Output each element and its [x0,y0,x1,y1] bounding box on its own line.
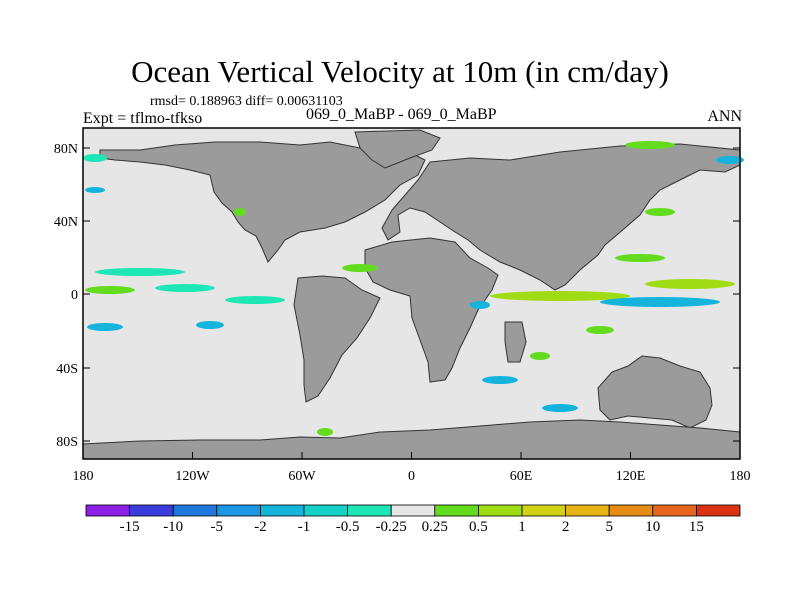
anomaly-contour [317,428,333,436]
colorbar-label: -15 [120,519,140,535]
colorbar: -15 -10 -5 -2 -1 -0.5 -0.25 0.25 0.5 1 2 5 10 15 [85,504,741,535]
case-label: 069_0_MaBP - 069_0_MaBP [306,106,497,123]
colorbar-label: -0.25 [376,519,407,535]
colorbar-label: 0.25 [422,519,448,535]
colorbar-label: 0.5 [469,519,488,535]
x-tick-label: 60E [510,469,533,484]
colorbar-label: -5 [211,519,224,535]
colorbar-label: -10 [163,519,183,535]
colorbar-swatch [85,504,130,517]
colorbar-swatch [477,504,523,517]
colorbar-label: -0.5 [336,519,360,535]
anomaly-contours [83,141,744,436]
y-tick-label: 40N [54,215,78,230]
colorbar-label: 10 [645,519,660,535]
anomaly-contour [530,352,550,360]
colorbar-swatch [172,504,218,517]
anomaly-contour [155,284,215,292]
anomaly-contour [87,323,123,331]
anomaly-contour [95,268,185,276]
land-greenland [354,129,441,169]
anomaly-contour [225,296,285,304]
experiment-label: Expt = tflmo-tfkso [83,110,203,127]
x-tick-label: 0 [408,469,415,484]
anomaly-contour [85,286,135,294]
colorbar-label: 1 [518,519,526,535]
colorbar-swatch [303,504,348,517]
colorbar-label: 5 [605,519,613,535]
anomaly-contour [490,291,630,301]
y-tick-label: 80S [56,435,78,450]
colorbar-label: -2 [254,519,267,535]
x-tick-label: 60W [288,469,316,484]
x-axis: 180 120W 60W 0 60E 120E 180 [73,452,751,484]
anomaly-contour [470,301,490,309]
land-south-america [293,275,381,403]
x-tick-label: 180 [730,469,751,484]
anomaly-contour [196,321,224,329]
anomaly-contour [83,154,107,162]
anomaly-contour [85,187,105,193]
y-axis: 80N 40N 0 40S 80S [54,142,740,450]
anomaly-contour [625,141,675,149]
land-madagascar [504,321,527,363]
x-tick-label: 120W [175,469,210,484]
map-panel [82,127,744,460]
colorbar-swatch [259,504,305,517]
x-tick-label: 180 [73,469,94,484]
y-tick-label: 80N [54,142,78,157]
anomaly-contour [234,208,246,216]
colorbar-swatch [521,504,566,517]
rmsd-diff-stats: rmsd= 0.188963 diff= 0.00631103 [150,94,343,109]
anomaly-contour [482,376,518,384]
land-africa [364,237,499,383]
colorbar-swatch [347,504,392,517]
colorbar-swatch [608,504,654,517]
colorbar-swatch [216,504,261,517]
colorbar-swatch [565,504,610,517]
anomaly-contour [615,254,665,262]
x-tick-label: 120E [616,469,646,484]
land-north-america [99,141,426,263]
colorbar-swatch [129,504,174,517]
anomaly-contour [716,156,744,164]
anomaly-contour [542,404,578,412]
season-label: ANN [707,108,742,125]
colorbar-swatch [434,504,479,517]
anomaly-contour [600,297,720,307]
colorbar-label: -1 [298,519,311,535]
land-australia [597,355,713,429]
y-tick-label: 40S [56,362,78,377]
colorbar-label: 15 [689,519,704,535]
land-masses [82,129,741,460]
y-tick-label: 0 [71,288,78,303]
colorbar-swatch [390,504,436,517]
colorbar-swatch [652,504,697,517]
plot-title: Ocean Vertical Velocity at 10m (in cm/da… [131,54,669,89]
colorbar-swatch [696,504,741,517]
anomaly-contour [645,208,675,216]
anomaly-contour [586,326,614,334]
anomaly-contour [645,279,735,289]
colorbar-label: 2 [562,519,570,535]
anomaly-contour [342,264,378,272]
